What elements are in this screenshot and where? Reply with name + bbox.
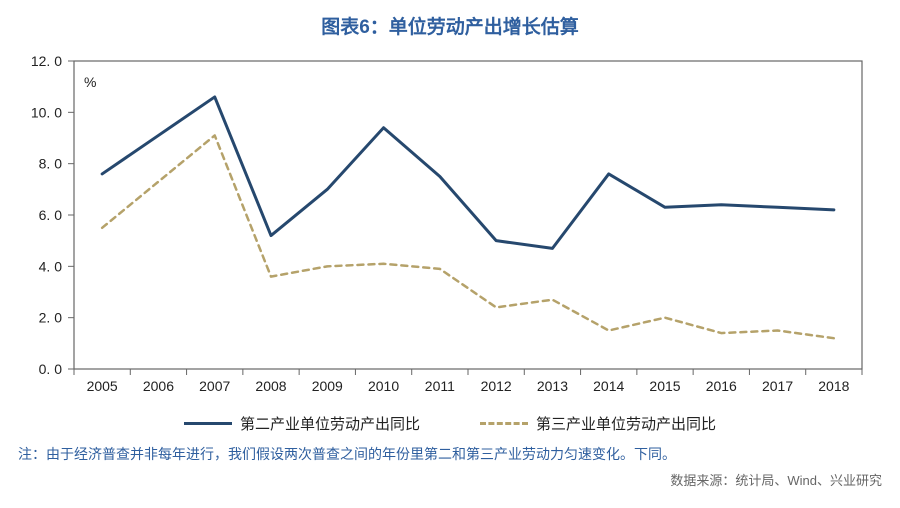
chart-note: 注：由于经济普查并非每年进行，我们假设两次普查之间的年份里第二和第三产业劳动力匀… [0,438,900,466]
note-text: 由于经济普查并非每年进行，我们假设两次普查之间的年份里第二和第三产业劳动力匀速变… [46,446,676,462]
legend-swatch-tertiary [480,422,528,425]
svg-text:8. 0: 8. 0 [39,156,63,172]
source-text: 数据来源：统计局、Wind、兴业研究 [670,473,882,488]
series-tertiary [102,135,834,338]
chart-plot: 0. 0 2. 0 4. 0 6. 0 8. 0 10. 0 12. 0 2005 2006 20… [0,47,900,407]
svg-text:2005: 2005 [87,378,118,394]
svg-text:0. 0: 0. 0 [39,361,63,377]
legend-label-tertiary: 第三产业单位劳动产出同比 [536,413,716,434]
svg-text:2013: 2013 [537,378,568,394]
svg-text:2018: 2018 [818,378,849,394]
svg-text:4. 0: 4. 0 [39,258,63,274]
note-prefix: 注： [18,446,46,462]
chart-title: 图表6：单位劳动产出增长估算 [0,0,900,47]
svg-text:2007: 2007 [199,378,230,394]
svg-text:2011: 2011 [425,378,455,394]
svg-text:2012: 2012 [481,378,512,394]
chart-container: 图表6：单位劳动产出增长估算 0. 0 2. 0 4. 0 6. 0 8. 0 10. 0… [0,0,900,508]
legend-item-secondary: 第二产业单位劳动产出同比 [184,413,420,434]
legend-swatch-secondary [184,422,232,425]
svg-text:2014: 2014 [593,378,624,394]
svg-text:6. 0: 6. 0 [39,207,63,223]
svg-text:12. 0: 12. 0 [31,53,62,69]
legend-item-tertiary: 第三产业单位劳动产出同比 [480,413,716,434]
svg-text:2. 0: 2. 0 [39,310,63,326]
chart-title-text: 图表6：单位劳动产出增长估算 [321,17,579,38]
svg-text:2017: 2017 [762,378,793,394]
svg-text:2009: 2009 [312,378,343,394]
svg-text:10. 0: 10. 0 [31,104,62,120]
chart-svg: 0. 0 2. 0 4. 0 6. 0 8. 0 10. 0 12. 0 2005 2006 20… [0,47,880,407]
svg-text:2006: 2006 [143,378,174,394]
svg-text:2016: 2016 [706,378,737,394]
svg-text:2008: 2008 [255,378,286,394]
legend: 第二产业单位劳动产出同比 第三产业单位劳动产出同比 [0,407,900,438]
legend-label-secondary: 第二产业单位劳动产出同比 [240,413,420,434]
svg-text:2015: 2015 [649,378,680,394]
svg-text:%: % [84,74,96,90]
series-secondary [102,97,834,248]
svg-text:2010: 2010 [368,378,399,394]
chart-source: 数据来源：统计局、Wind、兴业研究 [0,466,900,489]
